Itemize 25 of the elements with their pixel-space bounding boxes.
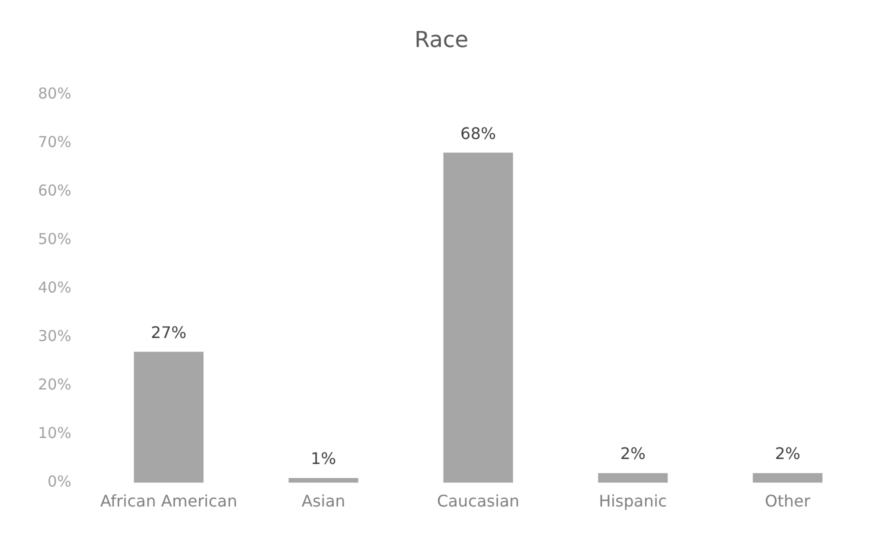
data-label: 27%	[150, 322, 186, 342]
y-tick-label: 0%	[48, 472, 72, 491]
y-tick-label: 30%	[38, 327, 72, 346]
x-tick-label: Caucasian	[436, 492, 520, 511]
bar	[752, 473, 822, 483]
y-tick-label: 60%	[38, 181, 72, 200]
bar	[443, 152, 513, 483]
bar	[598, 473, 668, 483]
y-tick-label: 80%	[38, 84, 72, 102]
y-tick-label: 20%	[38, 376, 72, 394]
data-label: 68%	[460, 124, 496, 143]
data-label: 2%	[774, 444, 800, 464]
y-tick-label: 70%	[38, 132, 72, 151]
data-label: 2%	[620, 444, 646, 464]
x-tick-label: Hispanic	[598, 492, 667, 511]
bar	[134, 352, 204, 483]
bar	[288, 478, 358, 483]
chart-title: Race	[414, 28, 468, 53]
data-label: 1%	[310, 449, 336, 468]
y-tick-label: 50%	[38, 230, 72, 248]
x-tick-label: Asian	[302, 492, 346, 511]
y-tick-label: 40%	[38, 278, 72, 296]
x-tick-label: Other	[764, 492, 811, 511]
y-tick-label: 10%	[38, 424, 72, 442]
x-tick-label: African American	[100, 492, 238, 511]
